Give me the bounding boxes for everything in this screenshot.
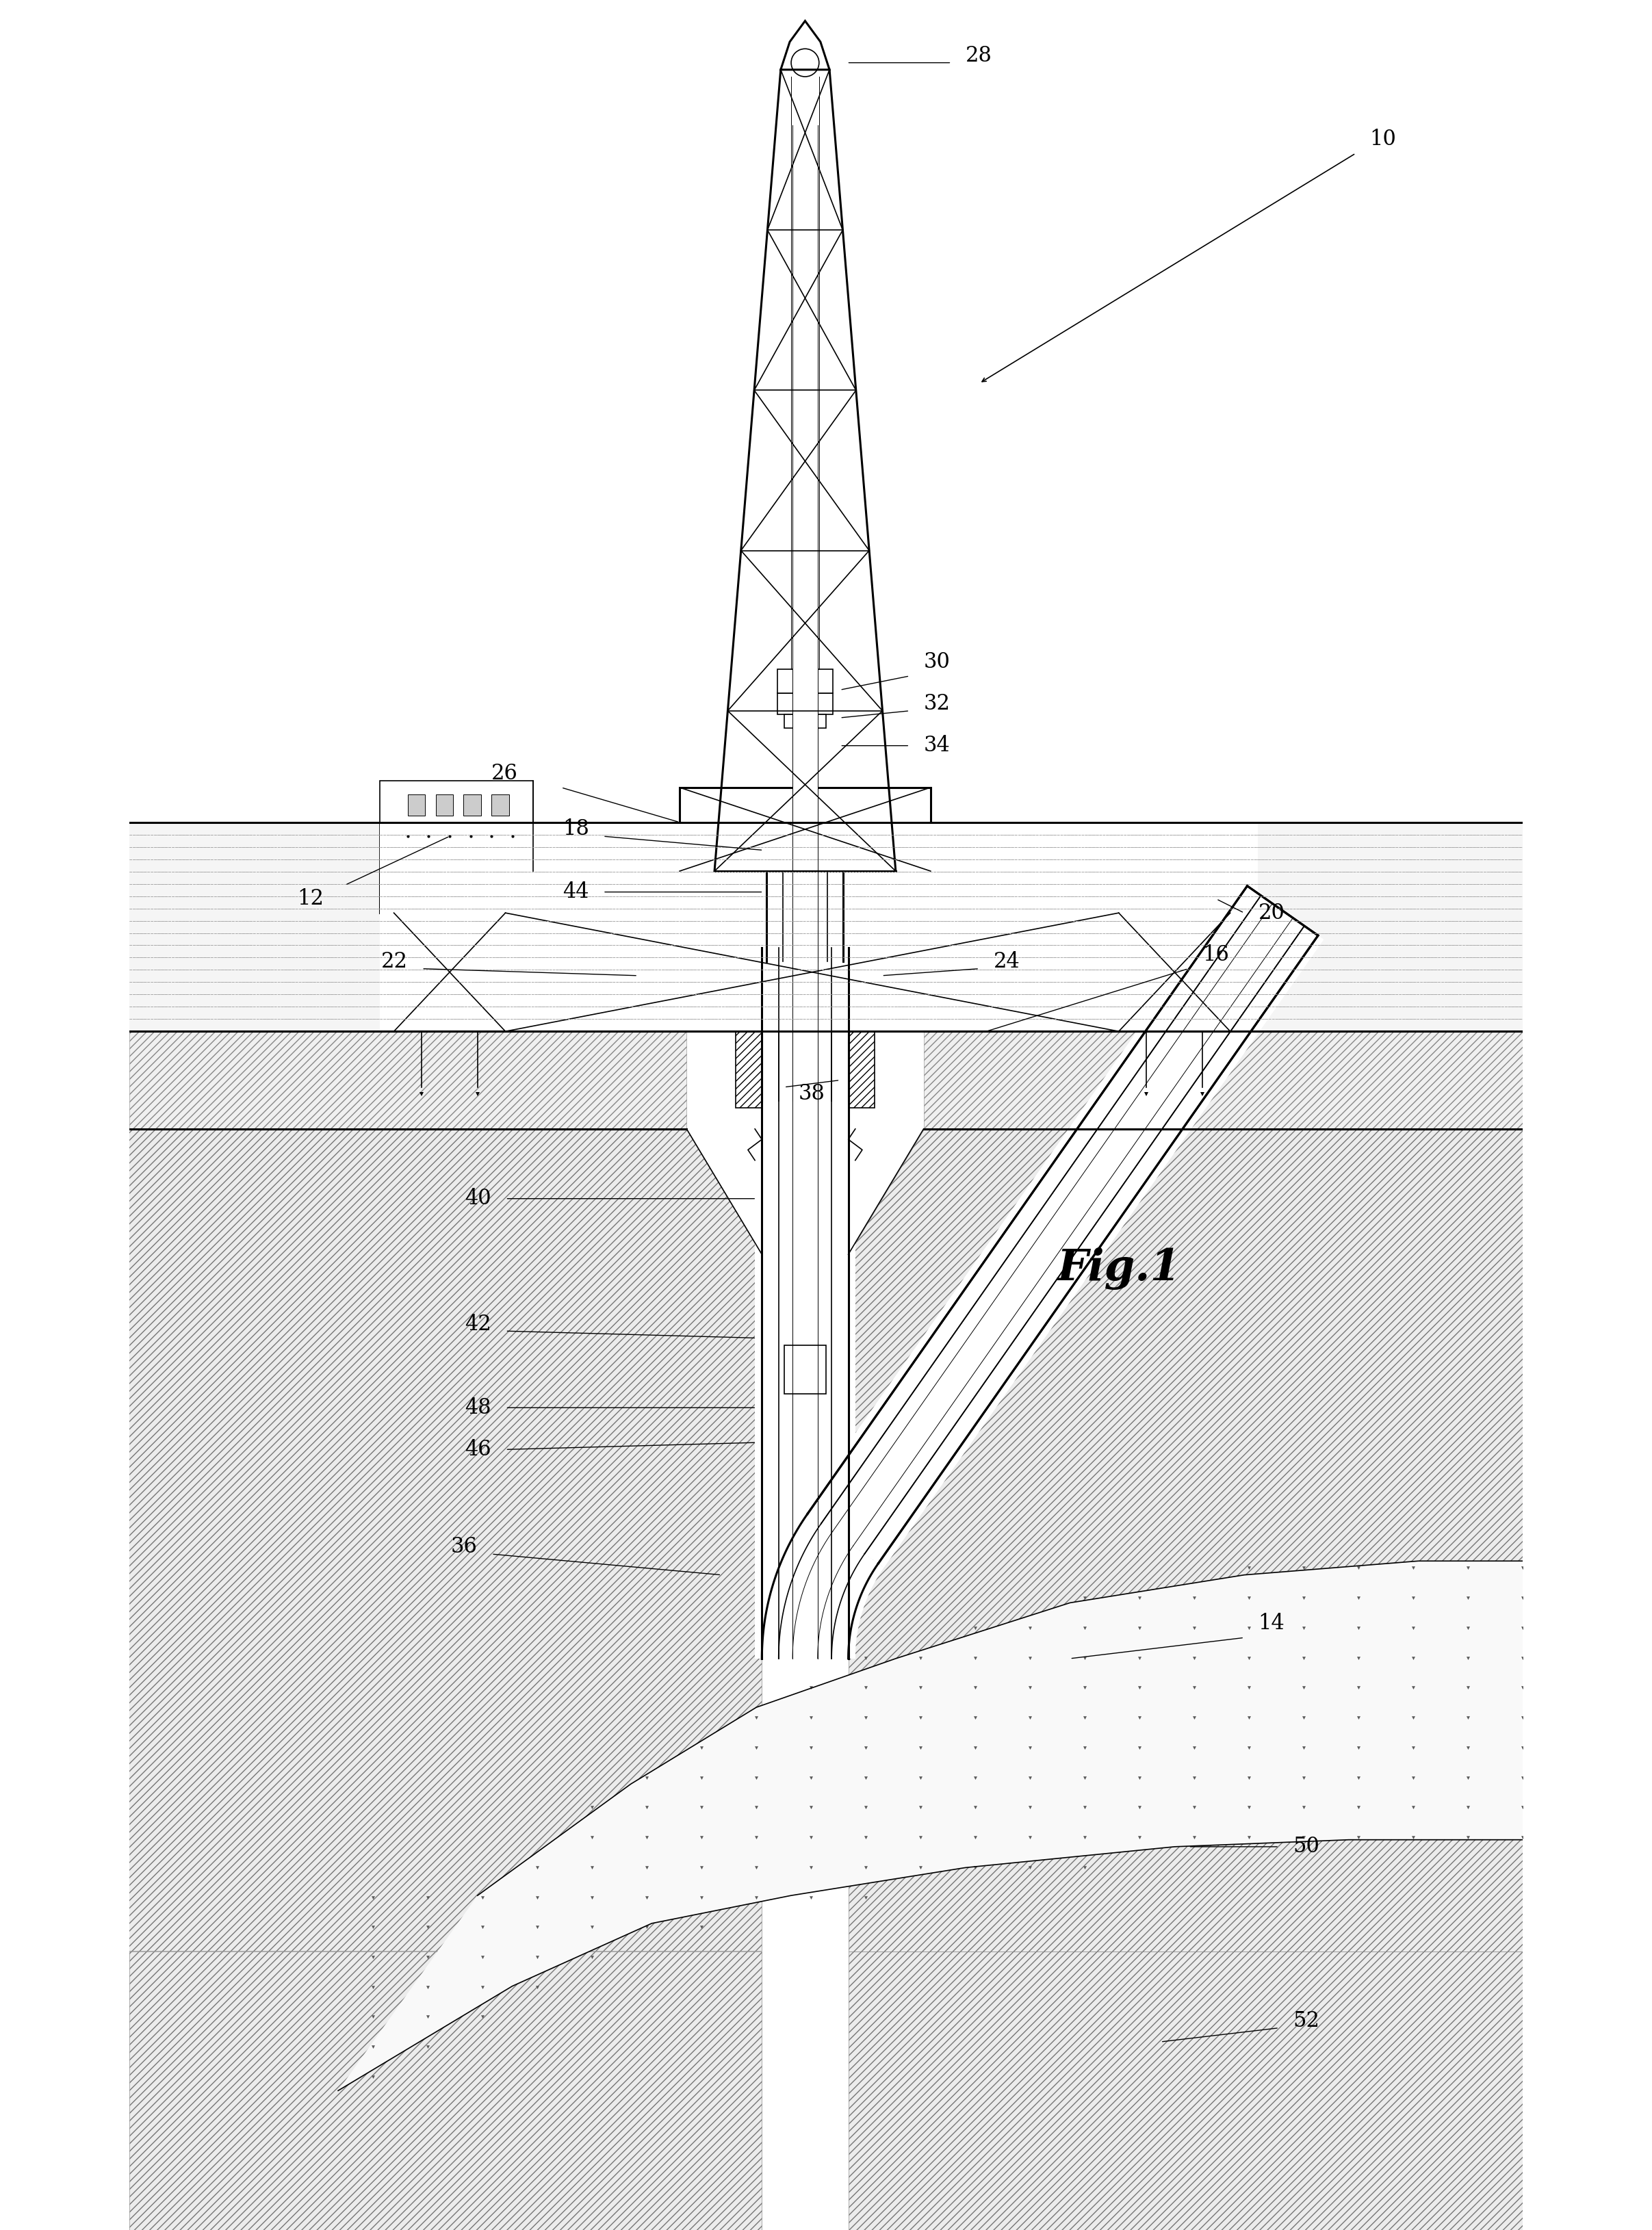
Text: 42: 42: [464, 1313, 491, 1336]
Bar: [767, 872, 844, 961]
Bar: [755, 1030, 856, 1659]
Bar: [129, 823, 1523, 1030]
Bar: [491, 794, 509, 816]
Bar: [697, 961, 735, 992]
Polygon shape: [849, 1128, 1523, 1951]
Bar: [408, 794, 425, 816]
Bar: [1118, 912, 1231, 1030]
Text: 26: 26: [491, 763, 519, 785]
Bar: [380, 823, 1259, 1030]
Text: 46: 46: [464, 1438, 491, 1461]
Text: 14: 14: [1259, 1612, 1285, 1635]
Bar: [793, 85, 818, 872]
Polygon shape: [781, 20, 829, 69]
Text: 34: 34: [923, 736, 950, 756]
Polygon shape: [849, 1951, 1523, 2230]
Text: 38: 38: [798, 1084, 824, 1104]
Text: 18: 18: [562, 818, 590, 841]
Text: 52: 52: [1294, 2009, 1320, 2032]
Text: 22: 22: [382, 950, 408, 972]
Text: 24: 24: [993, 950, 1019, 972]
Bar: [876, 961, 914, 992]
Bar: [436, 794, 453, 816]
Text: 44: 44: [563, 881, 590, 903]
Polygon shape: [129, 1030, 687, 1128]
Text: 30: 30: [923, 651, 950, 673]
Polygon shape: [923, 1030, 1523, 1128]
Polygon shape: [129, 1951, 762, 2230]
Text: 10: 10: [1370, 129, 1396, 149]
Bar: [393, 912, 506, 1030]
Bar: [762, 948, 849, 1115]
Text: 48: 48: [464, 1396, 491, 1418]
Bar: [776, 694, 833, 714]
Bar: [707, 961, 735, 992]
Bar: [380, 780, 534, 872]
Text: 16: 16: [1203, 943, 1229, 966]
Polygon shape: [339, 1561, 1558, 2092]
Text: 20: 20: [1259, 903, 1285, 923]
Bar: [849, 1010, 876, 1108]
Bar: [735, 1010, 762, 1108]
Text: 36: 36: [451, 1536, 477, 1559]
Bar: [785, 714, 826, 729]
Bar: [735, 954, 762, 1010]
Bar: [876, 961, 902, 992]
Text: 50: 50: [1294, 1835, 1320, 1858]
Text: 32: 32: [923, 694, 950, 714]
Bar: [776, 669, 833, 694]
Text: 28: 28: [965, 45, 991, 67]
Bar: [785, 1345, 826, 1394]
Bar: [464, 794, 481, 816]
Polygon shape: [801, 881, 1323, 1568]
Bar: [679, 787, 930, 872]
Bar: [849, 954, 876, 1010]
Bar: [380, 872, 1244, 912]
Polygon shape: [129, 1128, 762, 1951]
Polygon shape: [801, 881, 1323, 1568]
Text: 12: 12: [297, 888, 324, 910]
Text: 40: 40: [464, 1189, 491, 1209]
Polygon shape: [755, 1510, 884, 1659]
Text: Fig.1: Fig.1: [1057, 1247, 1181, 1289]
